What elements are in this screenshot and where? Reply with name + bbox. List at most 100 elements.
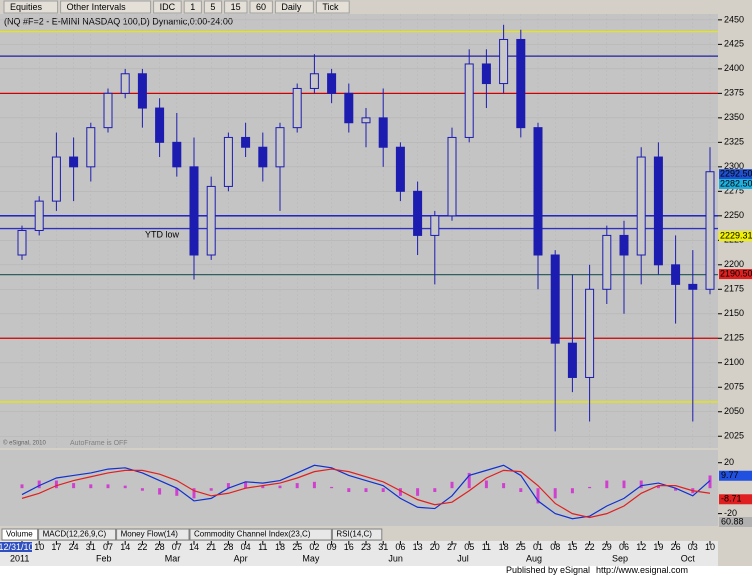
candle-body — [378, 117, 388, 148]
toolbar-button[interactable] — [153, 0, 182, 14]
chart-title: (NQ #F=2 - E-MINI NASDAQ 100,D) Dynamic,… — [4, 16, 233, 26]
toolbar-label: Tick — [322, 2, 339, 12]
y-tick-label: 2175 — [724, 284, 744, 294]
candle-body — [602, 234, 612, 290]
x-tick-label: 12 — [636, 542, 646, 552]
month-label: 2011 — [10, 553, 29, 563]
tab-label: RSI(14,C) — [336, 530, 372, 539]
x-tick-label: 02 — [309, 542, 319, 552]
macd-marker — [719, 470, 752, 481]
annotation: AutoFrame is OFF — [70, 440, 128, 447]
y-tick-label: 2250 — [724, 210, 744, 220]
x-tick-label: 20 — [430, 542, 440, 552]
month-label: Feb — [96, 553, 112, 563]
tab-label: Commodity Channel Index(23,C) — [194, 530, 311, 539]
x-tick-label: 25 — [292, 542, 302, 552]
tab[interactable] — [116, 528, 190, 541]
x-tick-label: 16 — [344, 542, 354, 552]
rsi-marker — [719, 517, 752, 527]
candle-body — [481, 63, 491, 85]
x-tick-label: 25 — [516, 542, 526, 552]
candle-body — [344, 92, 354, 124]
x-tick-label: 26 — [671, 542, 681, 552]
tab[interactable] — [331, 528, 383, 541]
toolbar-button[interactable] — [203, 0, 223, 14]
y-tick-label: 2375 — [724, 88, 744, 98]
tab[interactable] — [1, 528, 39, 541]
candle-body — [86, 127, 96, 168]
tab-label: Money Flow(14) — [121, 530, 179, 539]
x-tick-label: 31 — [378, 542, 388, 552]
annotation: YTD low — [145, 229, 180, 239]
toolbar-button[interactable] — [3, 0, 59, 14]
x-tick-label: 28 — [223, 542, 233, 552]
month-label: Apr — [234, 553, 248, 563]
toolbar-button[interactable] — [249, 0, 273, 14]
y-tick-label: 2075 — [724, 382, 744, 392]
y-tick-label: 2200 — [724, 259, 744, 269]
toolbar-button[interactable] — [315, 0, 350, 14]
y-tick-label: 2275 — [724, 186, 744, 196]
candle-body — [17, 230, 27, 256]
price-marker-label: 2229.31 — [720, 230, 752, 240]
price-marker — [719, 178, 752, 189]
toolbar-label: IDC — [160, 2, 176, 12]
macd-marker-label: -8.71 — [721, 494, 742, 504]
x-tick-label: 22 — [137, 542, 147, 552]
price-marker-label: 2292.50 — [720, 169, 752, 179]
x-tick-label: 22 — [585, 542, 595, 552]
toolbar-button[interactable] — [60, 0, 152, 14]
x-tick-label: 05 — [464, 542, 474, 552]
tab[interactable] — [189, 528, 332, 541]
month-label: Aug — [526, 553, 542, 563]
candle-body — [292, 87, 302, 129]
price-marker — [719, 169, 752, 180]
toolbar-label: Equities — [10, 2, 43, 12]
month-label: Sep — [612, 553, 628, 563]
candle-body — [69, 156, 79, 168]
candle-body — [172, 141, 182, 168]
x-tick-highlight — [0, 542, 32, 552]
y-tick-label: 2150 — [724, 308, 744, 318]
toolbar-button[interactable] — [274, 0, 314, 14]
price-pane — [0, 14, 718, 448]
y-tick-label: 2125 — [724, 333, 744, 343]
toolbar-label: 15 — [231, 2, 241, 12]
candle-body — [619, 234, 629, 256]
x-tick-label: 13 — [413, 542, 423, 552]
toolbar-button[interactable] — [224, 0, 248, 14]
price-marker — [719, 269, 752, 280]
candle-body — [636, 156, 646, 256]
candle-body — [653, 156, 663, 266]
y-tick-label: 2300 — [724, 161, 744, 171]
x-tick-label: 06 — [619, 542, 629, 552]
x-tick-label: 12/31/10 — [0, 542, 34, 552]
candle-body — [189, 166, 199, 256]
footer-bar — [0, 566, 752, 575]
price-marker-label: 2190.50 — [720, 268, 752, 278]
toolbar-button[interactable] — [183, 0, 202, 14]
tab[interactable] — [38, 528, 117, 541]
y-tick-label: 2350 — [724, 112, 744, 122]
candle-body — [51, 156, 61, 202]
macd-tick-label: 20 — [724, 457, 734, 467]
candle-body — [327, 73, 337, 94]
candle-body — [241, 136, 251, 148]
x-tick-label: 15 — [567, 542, 577, 552]
x-tick-label: 11 — [258, 542, 267, 552]
y-tick-label: 2100 — [724, 357, 744, 367]
y-tick-label: 2025 — [724, 431, 744, 441]
x-tick-label: 18 — [275, 542, 285, 552]
candle-body — [705, 171, 715, 290]
x-tick-label: 19 — [653, 542, 663, 552]
x-tick-label: 06 — [395, 542, 405, 552]
x-tick-label: 23 — [361, 542, 371, 552]
footer-url: http://www.esignal.com — [596, 565, 688, 575]
macd-marker-label: 9.77 — [721, 470, 739, 480]
month-label: May — [302, 553, 320, 563]
toolbar-label: 5 — [210, 2, 215, 12]
candle-body — [585, 288, 595, 378]
footer-publisher: Published by eSignal — [506, 565, 590, 575]
x-tick-label: 10 — [705, 542, 715, 552]
candle-body — [223, 136, 233, 187]
